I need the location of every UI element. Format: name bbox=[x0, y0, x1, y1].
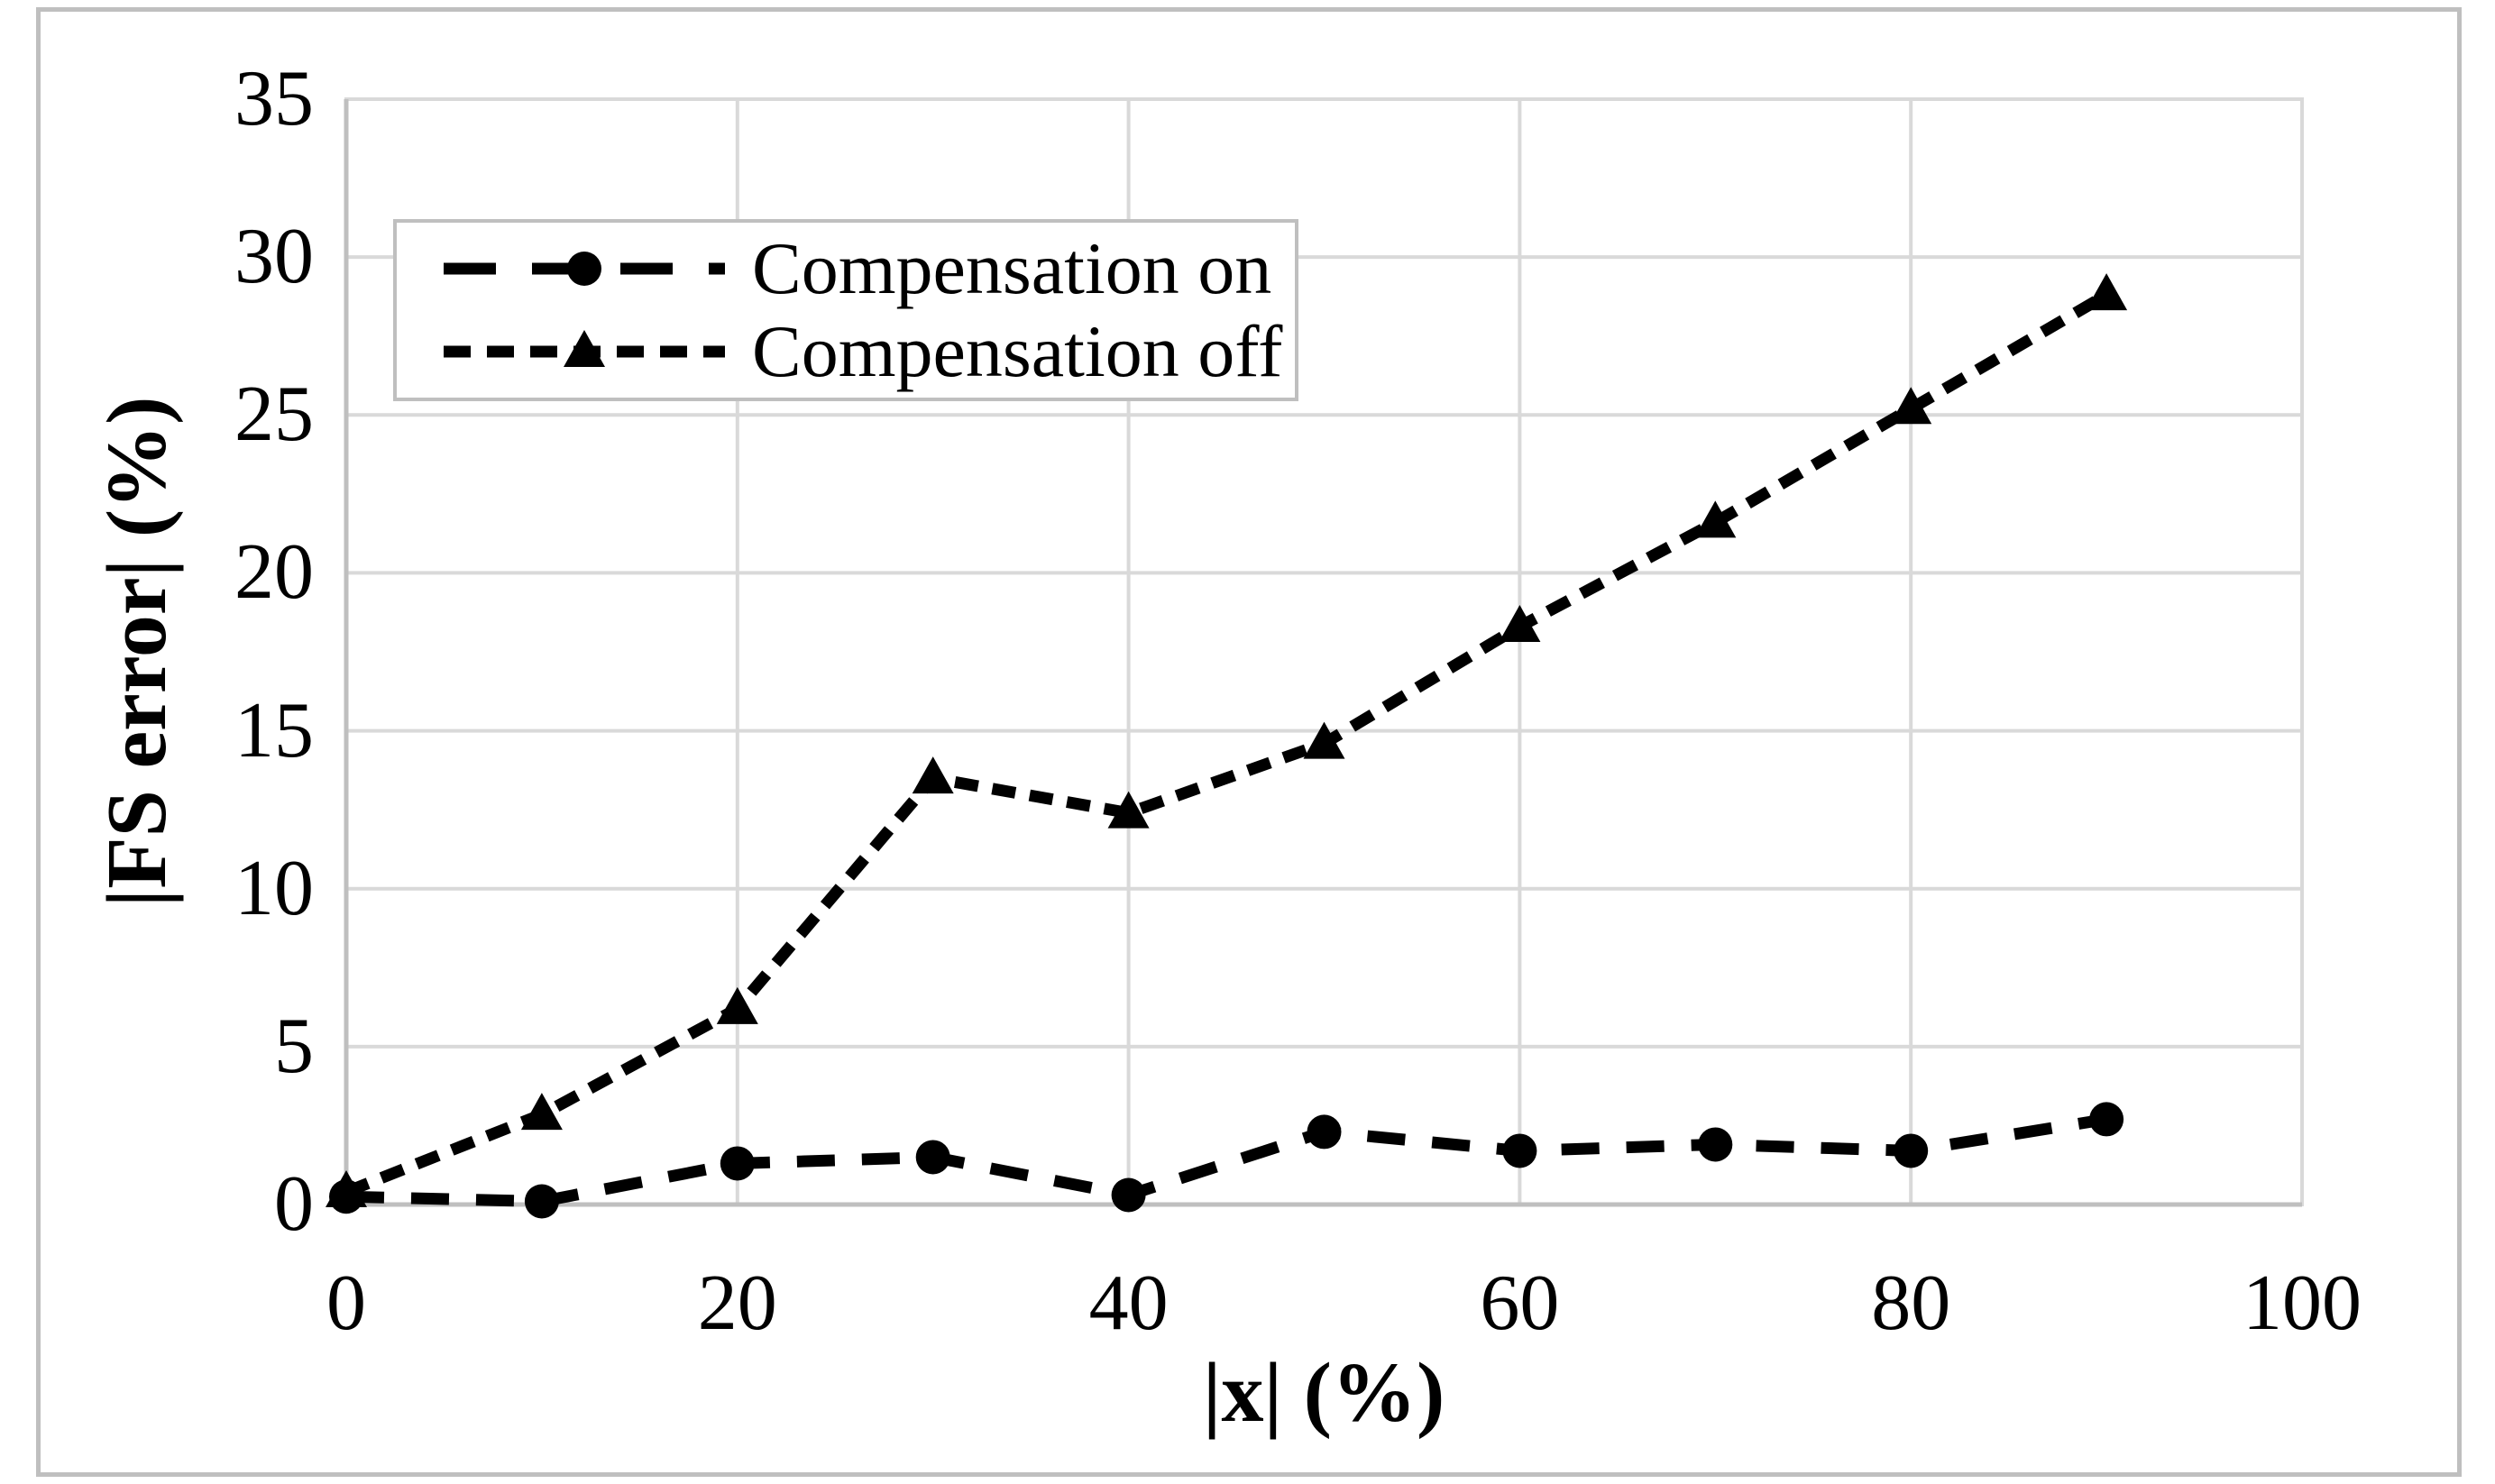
data-point-marker-circle bbox=[1502, 1133, 1537, 1168]
legend-item-compensation-off: Compensation off bbox=[440, 315, 1295, 389]
data-point-marker-triangle bbox=[1303, 721, 1345, 759]
data-point-marker-circle bbox=[524, 1184, 559, 1219]
data-point-marker-circle bbox=[1894, 1133, 1929, 1168]
x-tick-label: 80 bbox=[1871, 1260, 1951, 1347]
y-tick-label: 0 bbox=[274, 1160, 314, 1248]
legend-marker-triangle bbox=[564, 330, 605, 367]
data-point-marker-triangle bbox=[326, 1169, 367, 1207]
data-point-marker-triangle bbox=[2086, 273, 2128, 311]
legend-box: Compensation on Compensation off bbox=[393, 219, 1298, 401]
data-point-marker-triangle bbox=[912, 756, 954, 794]
data-point-marker-triangle bbox=[1107, 791, 1150, 829]
y-tick-label: 15 bbox=[234, 686, 314, 774]
data-point-marker-triangle bbox=[716, 986, 758, 1024]
series-line-1 bbox=[344, 289, 2110, 1198]
x-tick-label: 100 bbox=[2243, 1260, 2362, 1347]
data-point-marker-triangle bbox=[520, 1093, 563, 1131]
legend-label: Compensation off bbox=[752, 310, 1283, 392]
y-tick-label: 5 bbox=[274, 1002, 314, 1090]
data-point-marker-triangle bbox=[1499, 604, 1541, 642]
legend-label: Compensation on bbox=[752, 227, 1272, 309]
series-line-0 bbox=[345, 1113, 2108, 1208]
x-tick-label: 60 bbox=[1480, 1260, 1560, 1347]
data-point-marker-circle bbox=[1698, 1127, 1733, 1162]
x-tick-label: 0 bbox=[326, 1260, 366, 1347]
data-point-marker-circle bbox=[720, 1146, 755, 1181]
y-tick-label: 10 bbox=[234, 844, 314, 932]
y-tick-label: 25 bbox=[234, 371, 314, 459]
x-tick-label: 20 bbox=[697, 1260, 777, 1347]
legend-item-compensation-on: Compensation on bbox=[440, 232, 1295, 306]
y-tick-label: 30 bbox=[234, 213, 314, 301]
x-tick-label: 40 bbox=[1088, 1260, 1169, 1347]
legend-marker-circle bbox=[567, 252, 601, 286]
data-point-marker-triangle bbox=[1694, 500, 1737, 538]
data-point-marker-circle bbox=[915, 1140, 950, 1175]
data-point-marker-circle bbox=[1111, 1177, 1146, 1213]
data-point-marker-circle bbox=[1307, 1114, 1342, 1150]
y-tick-label: 35 bbox=[234, 55, 314, 142]
legend-sample-line-triangle-icon bbox=[444, 330, 725, 367]
legend-sample-line-circle-icon bbox=[444, 252, 725, 286]
data-point-marker-circle bbox=[2089, 1102, 2124, 1137]
x-axis-title: |x| (%) bbox=[1202, 1346, 1445, 1440]
y-axis-title: |FS error| (%) bbox=[90, 396, 184, 908]
y-tick-label: 20 bbox=[234, 528, 314, 617]
data-point-marker-triangle bbox=[1890, 387, 1932, 425]
